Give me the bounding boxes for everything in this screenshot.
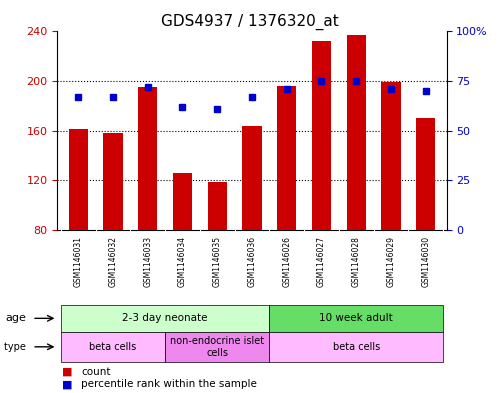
Bar (69, 129, 88, 230)
Text: GSM1146029: GSM1146029 (387, 236, 396, 287)
Bar (277, 86, 296, 230)
Bar (312, 41, 331, 230)
Text: GSM1146027: GSM1146027 (317, 236, 326, 287)
Text: age: age (5, 313, 26, 323)
Text: GSM1146033: GSM1146033 (143, 236, 152, 287)
Bar (103, 133, 123, 230)
Text: GSM1146036: GSM1146036 (248, 236, 256, 287)
Text: GSM1146032: GSM1146032 (108, 236, 117, 287)
Bar (61, 305, 269, 332)
Text: count: count (81, 367, 111, 377)
Text: non-endocrine islet
cells: non-endocrine islet cells (170, 336, 264, 358)
Text: GSM1146030: GSM1146030 (421, 236, 430, 287)
Text: GSM1146035: GSM1146035 (213, 236, 222, 287)
Text: cell type: cell type (0, 342, 26, 352)
Text: ■: ■ (62, 367, 73, 377)
Text: GSM1146028: GSM1146028 (352, 236, 361, 287)
Text: GSM1146034: GSM1146034 (178, 236, 187, 287)
Text: ■: ■ (62, 379, 73, 389)
Bar (269, 305, 443, 332)
Bar (61, 332, 165, 362)
Bar (243, 126, 261, 230)
Bar (416, 118, 435, 230)
Text: GSM1146026: GSM1146026 (282, 236, 291, 287)
Text: beta cells: beta cells (89, 342, 137, 352)
Bar (347, 35, 366, 230)
Bar (208, 182, 227, 230)
Bar (165, 332, 269, 362)
Bar (381, 82, 401, 230)
Bar (269, 332, 443, 362)
Text: GSM1146031: GSM1146031 (74, 236, 83, 287)
Text: 2-3 day neonate: 2-3 day neonate (122, 313, 208, 323)
Bar (138, 87, 157, 230)
Text: GDS4937 / 1376320_at: GDS4937 / 1376320_at (161, 14, 338, 30)
Text: 10 week adult: 10 week adult (319, 313, 393, 323)
Bar (173, 173, 192, 230)
Text: beta cells: beta cells (333, 342, 380, 352)
Text: percentile rank within the sample: percentile rank within the sample (81, 379, 257, 389)
